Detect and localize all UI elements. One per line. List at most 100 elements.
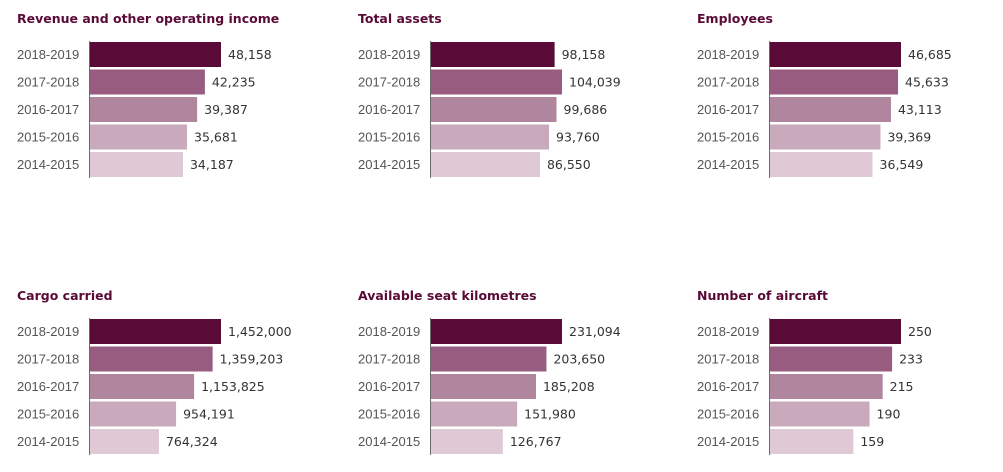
value-label: 45,633 (905, 75, 949, 90)
value-label: 48,158 (228, 47, 272, 62)
category-label: 2014-2015 (697, 157, 759, 172)
category-label: 2016-2017 (17, 379, 79, 394)
chart-number-of-aircraft: Number of aircraft 2018-2019 250 2017-2018… (697, 288, 997, 468)
bar (431, 429, 503, 454)
category-label: 2017-2018 (697, 352, 759, 367)
value-label: 1,452,000 (228, 324, 292, 339)
category-label: 2016-2017 (697, 379, 759, 394)
bar (431, 152, 540, 177)
category-label: 2015-2016 (358, 407, 420, 422)
category-label: 2014-2015 (697, 434, 759, 449)
bar-chart-svg: 2018-2019 250 2017-2018 233 2016-2017 215 2015… (697, 318, 932, 455)
category-label: 2016-2017 (358, 379, 420, 394)
bar (431, 69, 562, 95)
bar (770, 97, 891, 122)
bar (431, 319, 562, 344)
chart-title: Available seat kilometres (358, 288, 537, 303)
chart-employees: Employees 2018-2019 46,685 2017-2018 45,633… (697, 11, 997, 191)
value-label: 35,681 (194, 130, 238, 145)
category-label: 2016-2017 (358, 102, 420, 117)
value-label: 1,359,203 (220, 352, 284, 367)
chart-total-assets: Total assets 2018-2019 98,158 2017-2018 104… (358, 11, 658, 191)
value-label: 43,113 (898, 102, 942, 117)
category-label: 2018-2019 (358, 324, 420, 339)
category-label: 2018-2019 (17, 324, 79, 339)
bar (90, 152, 183, 177)
bar (431, 97, 557, 122)
category-label: 2017-2018 (358, 352, 420, 367)
value-label: 151,980 (524, 407, 576, 422)
category-label: 2017-2018 (17, 75, 79, 90)
category-label: 2015-2016 (17, 407, 79, 422)
value-label: 86,550 (547, 157, 591, 172)
bar (90, 374, 195, 399)
value-label: 104,039 (569, 75, 621, 90)
bar (770, 69, 899, 95)
bar (90, 42, 221, 67)
value-label: 1,153,825 (201, 379, 265, 394)
chart-title: Revenue and other operating income (17, 11, 280, 26)
value-label: 46,685 (908, 47, 952, 62)
category-label: 2015-2016 (697, 130, 759, 145)
bar-chart-svg: 2018-2019 98,158 2017-2018 104,039 2016-2017… (358, 41, 621, 178)
category-label: 2015-2016 (17, 130, 79, 145)
value-label: 126,767 (510, 434, 562, 449)
bar-chart-svg: 2018-2019 1,452,000 2017-2018 1,359,203 2016… (17, 318, 292, 455)
value-label: 39,369 (887, 130, 931, 145)
category-label: 2014-2015 (358, 434, 420, 449)
bar (770, 152, 873, 177)
value-label: 215 (890, 379, 914, 394)
chart-title: Employees (697, 11, 773, 26)
value-label: 764,324 (166, 434, 218, 449)
category-label: 2017-2018 (17, 352, 79, 367)
bar (90, 124, 188, 150)
category-label: 2014-2015 (358, 157, 420, 172)
chart-available-seat-kilometres: Available seat kilometres 2018-2019 231,0… (358, 288, 658, 468)
bar-chart-svg: 2018-2019 48,158 2017-2018 42,235 2016-2017 3… (17, 41, 272, 178)
value-label: 98,158 (562, 47, 606, 62)
category-label: 2015-2016 (358, 130, 420, 145)
bar (431, 124, 550, 150)
value-label: 954,191 (183, 407, 235, 422)
category-label: 2018-2019 (697, 47, 759, 62)
bar (90, 346, 213, 372)
value-label: 203,650 (553, 352, 605, 367)
category-label: 2017-2018 (358, 75, 420, 90)
chart-cargo-carried: Cargo carried 2018-2019 1,452,000 2017-201… (17, 288, 317, 468)
value-label: 190 (877, 407, 901, 422)
value-label: 185,208 (543, 379, 595, 394)
value-label: 231,094 (569, 324, 621, 339)
value-label: 159 (860, 434, 884, 449)
bar (431, 42, 555, 67)
category-label: 2018-2019 (358, 47, 420, 62)
value-label: 99,686 (564, 102, 608, 117)
value-label: 39,387 (204, 102, 248, 117)
category-label: 2015-2016 (697, 407, 759, 422)
bar (770, 42, 901, 67)
bar (90, 97, 198, 122)
category-label: 2018-2019 (17, 47, 79, 62)
value-label: 233 (899, 352, 923, 367)
value-label: 42,235 (212, 75, 256, 90)
category-label: 2016-2017 (17, 102, 79, 117)
bar (90, 69, 205, 95)
value-label: 93,760 (556, 130, 600, 145)
bar (770, 319, 901, 344)
category-label: 2014-2015 (17, 157, 79, 172)
bar (770, 401, 870, 427)
chart-title: Total assets (358, 11, 442, 26)
chart-revenue: Revenue and other operating income 2018-… (17, 11, 317, 191)
bar (90, 401, 177, 427)
value-label: 34,187 (190, 157, 234, 172)
chart-title: Cargo carried (17, 288, 113, 303)
category-label: 2017-2018 (697, 75, 759, 90)
category-label: 2014-2015 (17, 434, 79, 449)
category-label: 2018-2019 (697, 324, 759, 339)
bar (770, 346, 893, 372)
value-label: 36,549 (880, 157, 924, 172)
bar (431, 374, 536, 399)
chart-title: Number of aircraft (697, 288, 829, 303)
value-label: 250 (908, 324, 932, 339)
bar (770, 374, 883, 399)
bar (90, 319, 221, 344)
